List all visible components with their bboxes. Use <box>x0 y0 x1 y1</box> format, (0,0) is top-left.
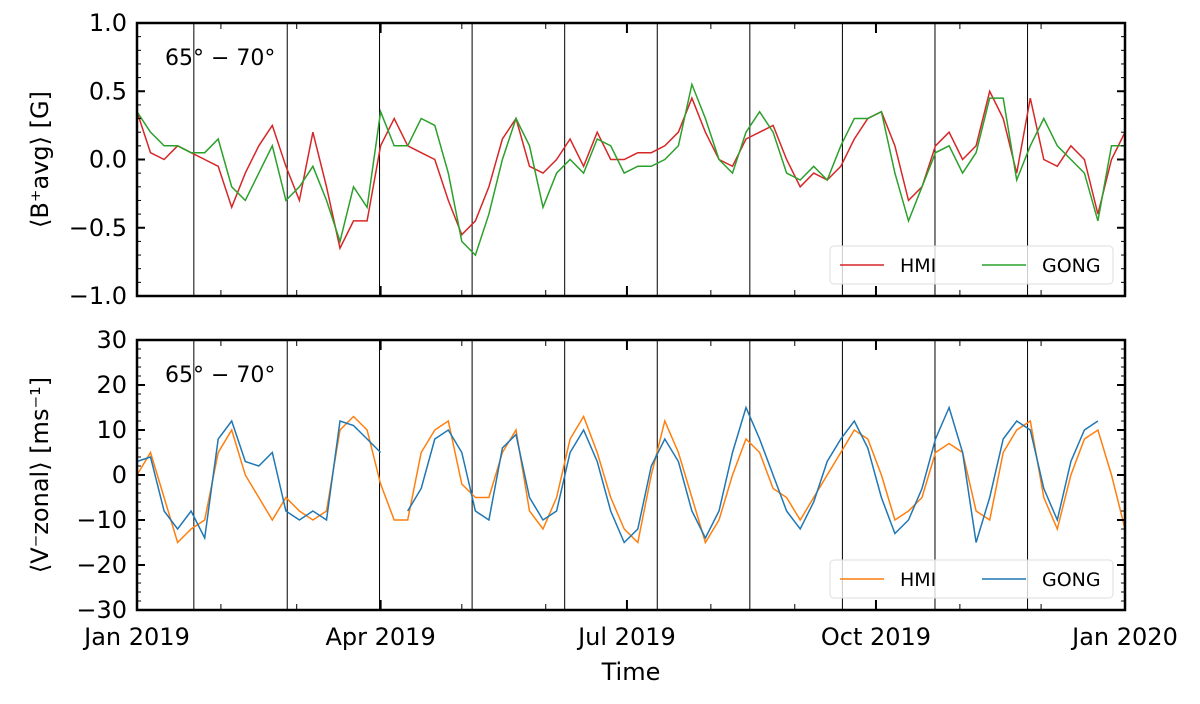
y-tick-label: 30 <box>96 326 127 354</box>
y-tick-label: 10 <box>96 416 127 444</box>
x-tick-label: Jan 2020 <box>1070 623 1178 651</box>
legend <box>829 245 1114 285</box>
series-line-gong <box>136 81 1125 257</box>
y-tick-label: −20 <box>76 551 127 579</box>
y-tick-label: 1.0 <box>89 9 127 37</box>
series-line-hmi <box>136 89 1126 251</box>
y-axis-label: ⟨B⁺avg⟩ [G] <box>26 91 54 228</box>
legend <box>829 559 1114 599</box>
y-tick-label: 20 <box>96 371 127 399</box>
series-line-hmi <box>136 414 1126 545</box>
latitude-annotation: 65° − 70° <box>165 46 275 71</box>
x-tick-label: Apr 2019 <box>325 623 435 651</box>
legend-label-gong: GONG <box>1042 569 1101 591</box>
panel-magnetic-field: 1.0 0.5 0.0 −0.5 −1.0 65° − 70° ⟨B⁺avg⟩ [G] HMI… <box>26 9 1127 310</box>
legend-label-gong: GONG <box>1042 255 1101 277</box>
x-tick-label: Jan 2019 <box>82 623 190 651</box>
x-axis-label: Time <box>601 658 661 686</box>
x-tick-label: Jul 2019 <box>576 623 676 651</box>
x-tick-label: Oct 2019 <box>821 623 931 651</box>
series-line-gong <box>137 408 1125 543</box>
y-tick-label: −30 <box>76 596 127 624</box>
y-tick-label: −1.0 <box>69 282 127 310</box>
latitude-annotation: 65° − 70° <box>165 363 275 388</box>
legend-label-hmi: HMI <box>900 569 936 591</box>
panel-zonal-velocity: 30 20 10 0 −10 −20 −30 65° − 70° ⟨V⁻zonal⟩ [ms⁻¹… <box>26 326 1178 686</box>
y-tick-label: −10 <box>76 506 127 534</box>
y-tick-label: 0.5 <box>89 77 127 105</box>
y-tick-label: 0.0 <box>89 146 127 174</box>
legend-label-hmi: HMI <box>900 255 936 277</box>
y-tick-label: 0 <box>112 461 127 489</box>
y-axis-label: ⟨V⁻zonal⟩ [ms⁻¹] <box>26 377 54 573</box>
y-tick-label: −0.5 <box>69 214 127 242</box>
